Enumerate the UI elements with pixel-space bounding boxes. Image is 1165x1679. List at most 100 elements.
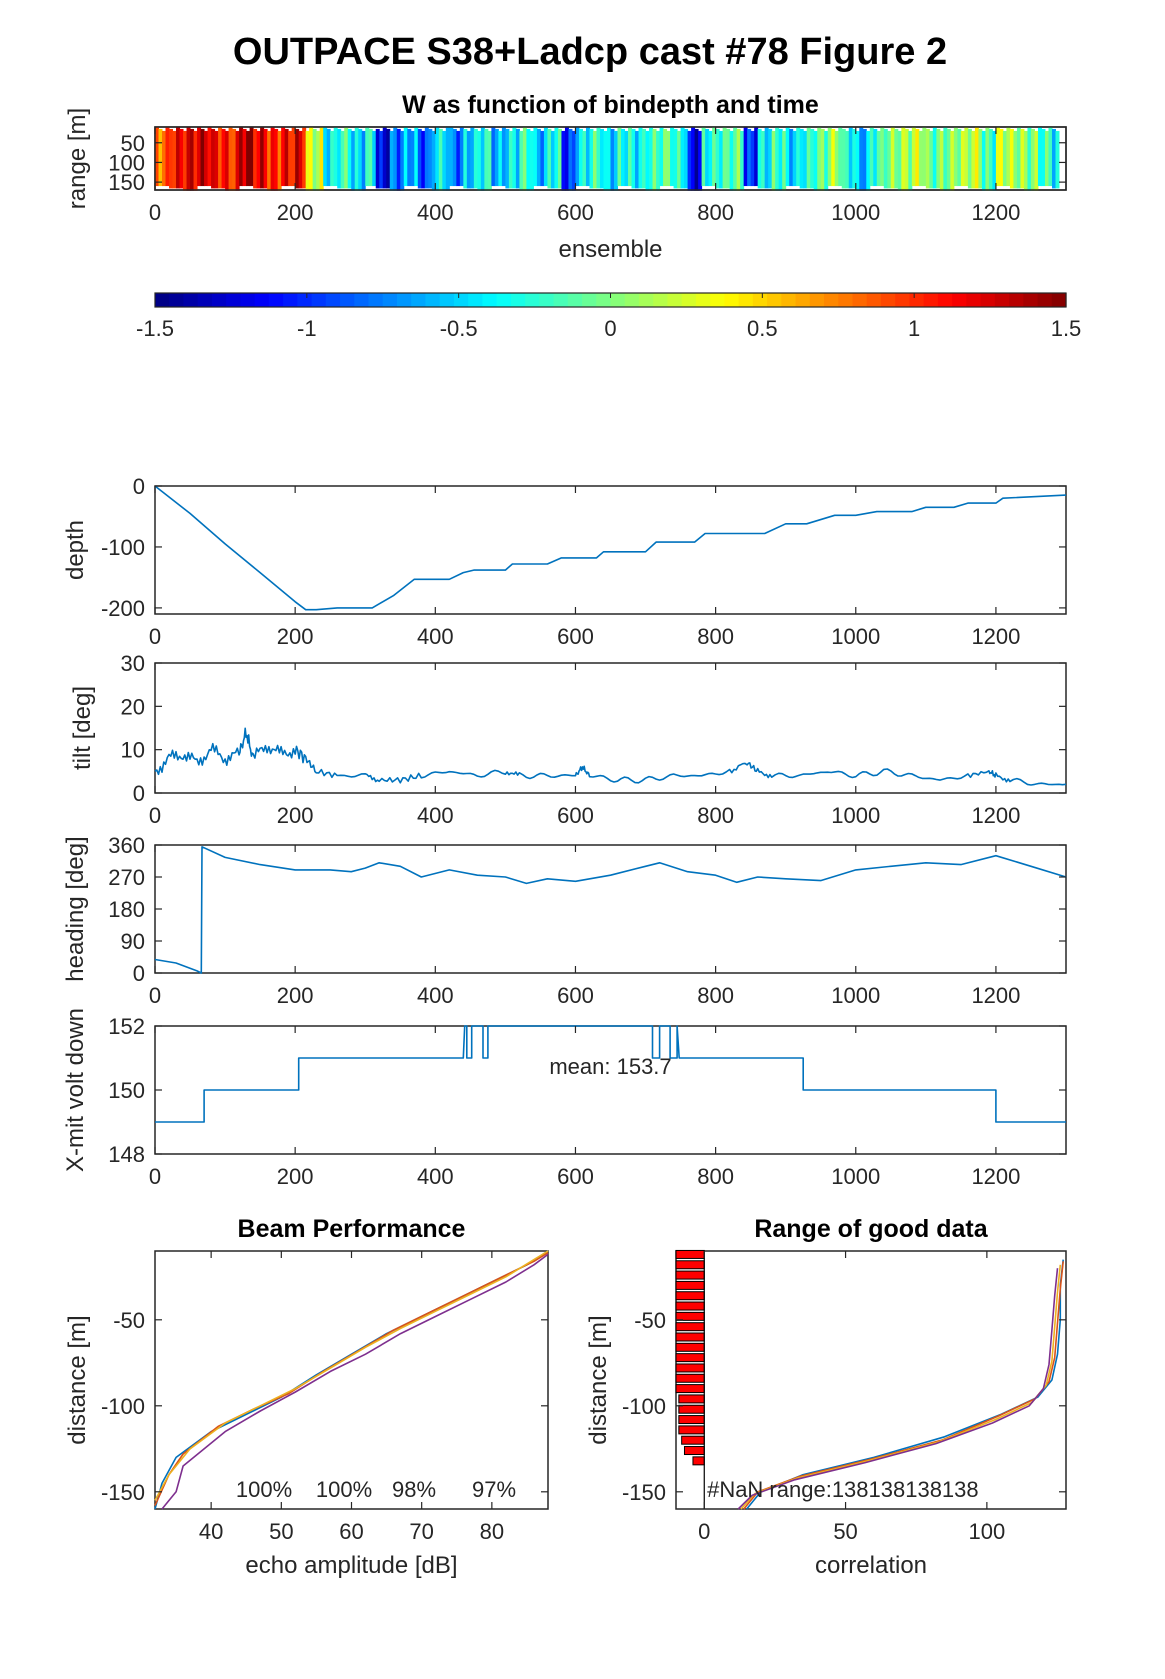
heatmap-cell xyxy=(561,130,566,191)
heatmap-frame xyxy=(154,126,1067,191)
heatmap-cell xyxy=(365,127,370,187)
colorbar-swatch xyxy=(937,293,953,307)
heatmap-cell xyxy=(827,127,832,187)
nan-bar xyxy=(675,1342,705,1352)
y-tick-label: -150 xyxy=(622,1480,666,1505)
x-tick-label: 800 xyxy=(697,983,734,1008)
colorbar-swatch xyxy=(525,293,540,307)
heatmap-cell xyxy=(939,130,944,191)
colorbar-swatch xyxy=(1009,293,1024,307)
heatmap-cell xyxy=(691,127,696,191)
colorbar-swatch xyxy=(325,293,341,307)
heatmap-cell xyxy=(652,128,657,191)
colorbar-swatch xyxy=(311,293,327,307)
colorbar-swatch xyxy=(582,293,597,307)
colorbar-swatch xyxy=(283,293,298,307)
y-tick-label: 180 xyxy=(108,897,145,922)
xmit-series-line xyxy=(155,1025,1066,1123)
heatmap-cell xyxy=(312,128,317,191)
x-tick-label: 1000 xyxy=(831,1164,880,1189)
heatmap-cell xyxy=(571,130,576,191)
heatmap-cell xyxy=(754,127,759,187)
colorbar-swatch xyxy=(653,293,669,307)
heatmap-cell xyxy=(673,128,678,189)
heatmap-cell xyxy=(869,127,874,187)
heatmap-cell xyxy=(684,128,689,189)
y-tick-label: -50 xyxy=(113,1308,145,1333)
heatmap-cell xyxy=(967,128,972,189)
heatmap-cell xyxy=(540,130,545,187)
nan-bar xyxy=(675,1322,705,1332)
heatmap-cell xyxy=(932,127,937,189)
colorbar-swatch xyxy=(895,293,911,307)
heatmap-cell xyxy=(389,130,394,191)
nan-bar xyxy=(678,1415,705,1425)
colorbar-swatch xyxy=(695,293,711,307)
heatmap-cell xyxy=(351,130,356,191)
beam-percent-annotation: 100% xyxy=(236,1477,292,1502)
tilt-frame xyxy=(154,662,1067,794)
heatmap-cell xyxy=(1023,130,1028,191)
colorbar-swatch xyxy=(624,293,640,307)
heatmap-cell xyxy=(1044,130,1049,187)
heatmap-cell xyxy=(806,127,811,189)
heatmap-cell xyxy=(256,130,261,189)
x-tick-label: 200 xyxy=(277,624,314,649)
y-axis-label: range [m] xyxy=(64,108,91,209)
heatmap-cell xyxy=(890,127,895,189)
heatmap-cell xyxy=(740,130,745,191)
heatmap-cell xyxy=(855,130,860,191)
heatmap-cell xyxy=(326,128,331,187)
heatmap-cell xyxy=(323,127,328,187)
heatmap-cell xyxy=(876,130,881,187)
heatmap-cell xyxy=(792,130,797,187)
y-tick-label: -100 xyxy=(622,1394,666,1419)
heatmap-cell xyxy=(526,128,531,191)
heatmap-cell xyxy=(225,130,230,191)
heatmap-cells xyxy=(155,127,1060,191)
colorbar-tick-label: 0.5 xyxy=(747,316,778,341)
colorbar-swatch xyxy=(425,293,441,307)
heatmap-cell xyxy=(470,127,475,189)
colorbar-swatch xyxy=(710,293,725,307)
y-tick-label: -100 xyxy=(101,535,145,560)
xmit-mean-annotation: mean: 153.7 xyxy=(549,1054,671,1079)
y-axis-label: tilt [deg] xyxy=(69,686,96,770)
heatmap-cell xyxy=(575,127,580,187)
heatmap-cell xyxy=(694,128,699,191)
colorbar-tick-label: 0 xyxy=(604,316,616,341)
x-tick-label: 0 xyxy=(149,624,161,649)
colorbar-swatch xyxy=(482,293,498,307)
colorbar-swatch xyxy=(382,293,398,307)
y-axis-label: distance [m] xyxy=(585,1315,612,1444)
heatmap-cell xyxy=(522,127,527,191)
nan-bar xyxy=(678,1394,705,1404)
heatmap-cell xyxy=(162,130,167,187)
colorbar-swatch xyxy=(1051,293,1067,307)
heatmap-cell xyxy=(302,127,307,189)
colorbar-swatch xyxy=(240,293,256,307)
colorbar-swatch xyxy=(183,293,199,307)
correlation-series-line xyxy=(737,1268,1059,1510)
heatmap-cell xyxy=(799,128,804,189)
heatmap-cell xyxy=(719,130,724,189)
colorbar-swatch xyxy=(952,293,967,307)
heatmap-cell xyxy=(1009,128,1014,189)
heatmap-cell xyxy=(200,128,205,187)
heatmap-cell xyxy=(974,127,979,189)
heatmap-cell xyxy=(785,127,790,187)
heatmap-cell xyxy=(817,127,822,191)
colorbar-swatch xyxy=(553,293,569,307)
heatmap-cell xyxy=(169,128,174,189)
y-tick-label: 150 xyxy=(108,170,145,195)
heatmap-cell xyxy=(768,128,773,189)
y-tick-label: 90 xyxy=(121,929,145,954)
x-tick-label: 400 xyxy=(417,803,454,828)
heatmap-cell xyxy=(617,127,622,187)
nan-bar xyxy=(678,1404,705,1414)
heatmap-cell xyxy=(396,128,401,191)
heatmap-cell xyxy=(543,127,548,187)
heatmap-cell xyxy=(438,128,443,191)
heatmap-cell xyxy=(249,127,254,187)
